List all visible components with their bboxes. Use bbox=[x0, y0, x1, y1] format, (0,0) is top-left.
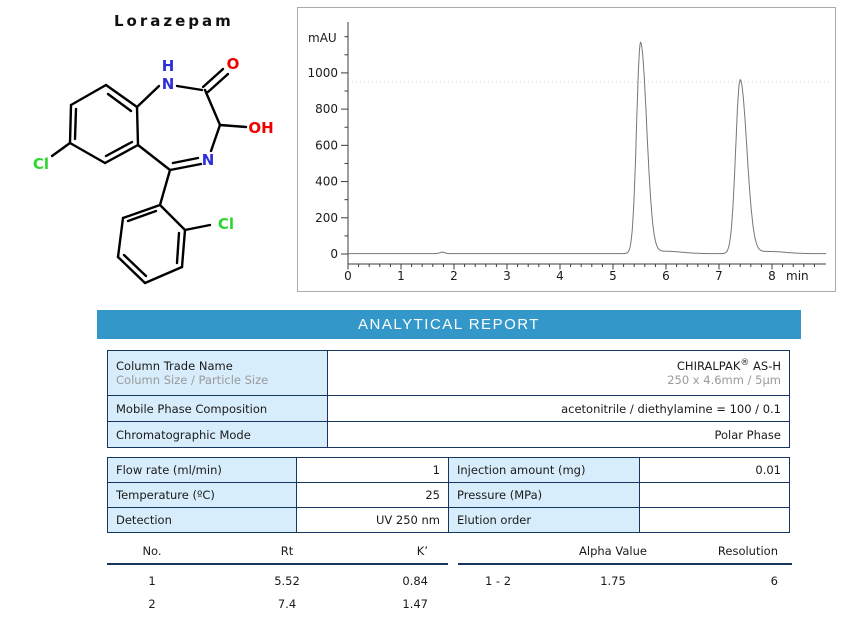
svg-text:min: min bbox=[786, 269, 809, 283]
svg-text:0: 0 bbox=[344, 269, 352, 283]
temperature-label: Temperature (ºC) bbox=[107, 482, 297, 508]
amide-n-label: N bbox=[162, 75, 175, 93]
chloro-benzo-label: Cl bbox=[33, 155, 49, 173]
elution-order-value bbox=[639, 507, 790, 533]
lorazepam-structure: H N O OH N Cl Cl bbox=[33, 55, 274, 285]
svg-text:3: 3 bbox=[503, 269, 511, 283]
rt-header: Rt bbox=[280, 544, 294, 558]
injection-amount-label: Injection amount (mg) bbox=[448, 457, 640, 483]
chromatographic-mode-value: Polar Phase bbox=[327, 421, 790, 448]
sublabel-line: Column Size / Particle Size bbox=[116, 373, 269, 387]
table-row: 1 - 2 1.75 6 bbox=[458, 569, 792, 592]
table-row: Flow rate (ml/min) 1 Injection amount (m… bbox=[107, 457, 790, 483]
registered-mark: ® bbox=[740, 358, 750, 369]
svg-text:7: 7 bbox=[715, 269, 723, 283]
table-row: 2 7.4 1.47 bbox=[107, 592, 448, 615]
detection-label: Detection bbox=[107, 507, 297, 533]
table-row: Detection UV 250 nm Elution order bbox=[107, 507, 790, 533]
svg-text:200: 200 bbox=[315, 211, 338, 225]
mobile-phase-label: Mobile Phase Composition bbox=[107, 395, 328, 422]
svg-text:400: 400 bbox=[315, 175, 338, 189]
header-rule bbox=[458, 563, 792, 565]
banner-title: ANALYTICAL REPORT bbox=[358, 316, 540, 333]
carbonyl-o-label: O bbox=[227, 55, 240, 73]
chromatogram-panel: 0 200 400 600 800 1000 0 1 2 3 4 5 6 7 8 mAU min bbox=[297, 7, 836, 292]
peak-kprime: 1.47 bbox=[402, 596, 428, 611]
peak-rt: 5.52 bbox=[274, 573, 300, 588]
peak-kprime: 0.84 bbox=[402, 573, 428, 588]
bond-lines bbox=[50, 67, 248, 285]
chromatographic-mode-label: Chromatographic Mode bbox=[107, 421, 328, 448]
svg-text:5: 5 bbox=[609, 269, 617, 283]
column-info-table: Column Trade Name Column Size / Particle… bbox=[107, 350, 790, 448]
hydroxyl-label: OH bbox=[248, 119, 273, 137]
chloro-phenyl-label: Cl bbox=[218, 215, 234, 233]
svg-text:mAU: mAU bbox=[308, 31, 337, 45]
analytical-report-banner: ANALYTICAL REPORT bbox=[97, 310, 801, 339]
peak-no: 1 bbox=[148, 573, 156, 588]
table-row: Temperature (ºC) 25 Pressure (MPa) bbox=[107, 482, 790, 508]
column-trade-name-label: Column Trade Name Column Size / Particle… bbox=[107, 350, 328, 396]
svg-text:600: 600 bbox=[315, 138, 338, 152]
results-header-row: No. Rt K’ bbox=[107, 541, 448, 561]
flow-rate-value: 1 bbox=[296, 457, 449, 483]
label-line: Column Trade Name bbox=[116, 359, 233, 373]
separation-results-table: Alpha Value Resolution 1 - 2 1.75 6 bbox=[458, 541, 792, 592]
table-row: Mobile Phase Composition acetonitrile / … bbox=[107, 395, 790, 422]
peak-results-table: No. Rt K’ 1 5.52 0.84 2 7.4 1.47 bbox=[107, 541, 448, 615]
alpha-header: Alpha Value bbox=[579, 544, 647, 558]
resolution-header: Resolution bbox=[717, 544, 778, 558]
header-rule bbox=[107, 563, 448, 565]
table-row: 1 5.52 0.84 bbox=[107, 569, 448, 592]
value-line: CHIRALPAK® AS-H bbox=[676, 358, 781, 373]
svg-text:8: 8 bbox=[768, 269, 776, 283]
kprime-header: K’ bbox=[416, 544, 428, 558]
imine-n-label: N bbox=[202, 151, 215, 169]
method-params-table: Flow rate (ml/min) 1 Injection amount (m… bbox=[107, 457, 790, 533]
temperature-value: 25 bbox=[296, 482, 449, 508]
pressure-value bbox=[639, 482, 790, 508]
no-header: No. bbox=[142, 544, 162, 558]
table-row: Chromatographic Mode Polar Phase bbox=[107, 421, 790, 448]
flow-rate-label: Flow rate (ml/min) bbox=[107, 457, 297, 483]
resolution-value: 6 bbox=[770, 573, 778, 588]
column-trade-name-value: CHIRALPAK® AS-H 250 x 4.6mm / 5µm bbox=[327, 350, 790, 396]
injection-amount-value: 0.01 bbox=[639, 457, 790, 483]
svg-text:4: 4 bbox=[556, 269, 564, 283]
detection-value: UV 250 nm bbox=[296, 507, 449, 533]
svg-text:2: 2 bbox=[450, 269, 458, 283]
svg-text:1000: 1000 bbox=[307, 66, 338, 80]
subvalue-line: 250 x 4.6mm / 5µm bbox=[667, 373, 781, 387]
pressure-label: Pressure (MPa) bbox=[448, 482, 640, 508]
svg-text:800: 800 bbox=[315, 102, 338, 116]
chromatogram: 0 200 400 600 800 1000 0 1 2 3 4 5 6 7 8 mAU min bbox=[307, 22, 830, 283]
alpha-value: 1.75 bbox=[600, 573, 626, 588]
atom-labels: H N O OH N Cl Cl bbox=[33, 55, 274, 233]
table-row: Column Trade Name Column Size / Particle… bbox=[107, 350, 790, 396]
amide-h-label: H bbox=[162, 57, 175, 75]
svg-text:0: 0 bbox=[330, 247, 338, 261]
mobile-phase-value: acetonitrile / diethylamine = 100 / 0.1 bbox=[327, 395, 790, 422]
compound-title: Lorazepam bbox=[114, 12, 234, 30]
svg-text:6: 6 bbox=[662, 269, 670, 283]
svg-text:1: 1 bbox=[397, 269, 405, 283]
elution-order-label: Elution order bbox=[448, 507, 640, 533]
peak-no: 2 bbox=[148, 596, 156, 611]
peak-pair: 1 - 2 bbox=[484, 573, 512, 588]
results-header-row: Alpha Value Resolution bbox=[458, 541, 792, 561]
peak-rt: 7.4 bbox=[277, 596, 297, 611]
